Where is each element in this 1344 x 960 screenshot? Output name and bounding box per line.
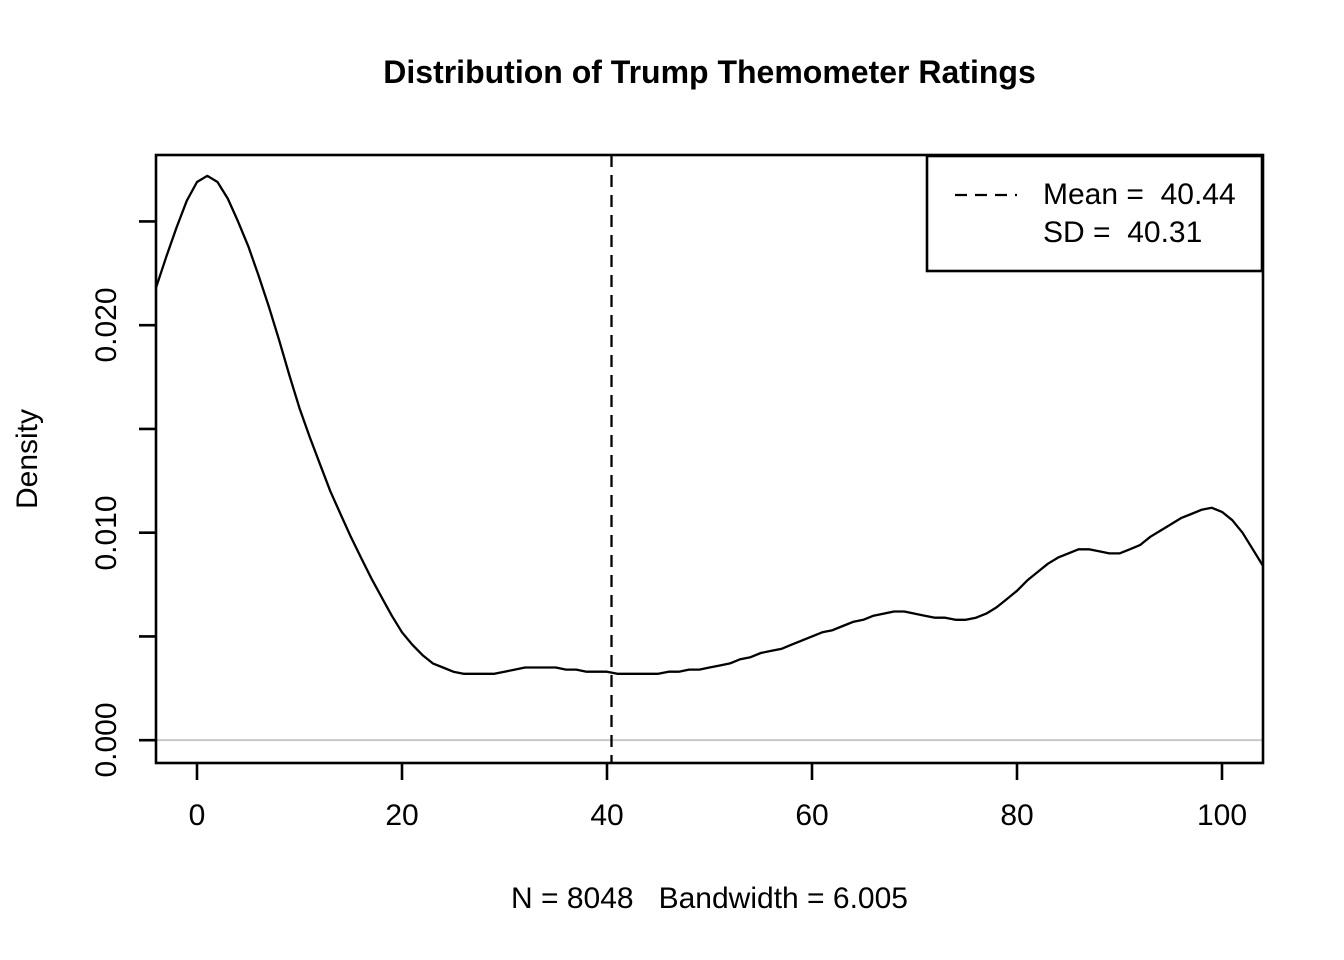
legend-box bbox=[925, 154, 1264, 273]
x-tick-label: 100 bbox=[1196, 799, 1248, 832]
y-tick-label: 0.000 bbox=[90, 702, 123, 778]
density-curve bbox=[154, 174, 1265, 675]
x-tick-label: 60 bbox=[795, 799, 829, 832]
y-tick-label: 0.010 bbox=[90, 495, 123, 571]
x-tick-label: 0 bbox=[188, 799, 206, 832]
x-axis-label: N = 8048 Bandwidth = 6.005 bbox=[511, 882, 908, 915]
legend-sd-label: SD = 40.31 bbox=[1043, 216, 1203, 249]
x-tick-label: 20 bbox=[385, 799, 419, 832]
plot-border bbox=[154, 153, 1265, 765]
legend-mean-label: Mean = 40.44 bbox=[1043, 178, 1236, 211]
x-tick-label: 40 bbox=[590, 799, 624, 832]
x-tick-label: 80 bbox=[1000, 799, 1034, 832]
y-tick-label: 0.020 bbox=[90, 287, 123, 363]
chart-title: Distribution of Trump Themometer Ratings bbox=[383, 54, 1036, 90]
y-axis-label: Density bbox=[11, 408, 44, 510]
